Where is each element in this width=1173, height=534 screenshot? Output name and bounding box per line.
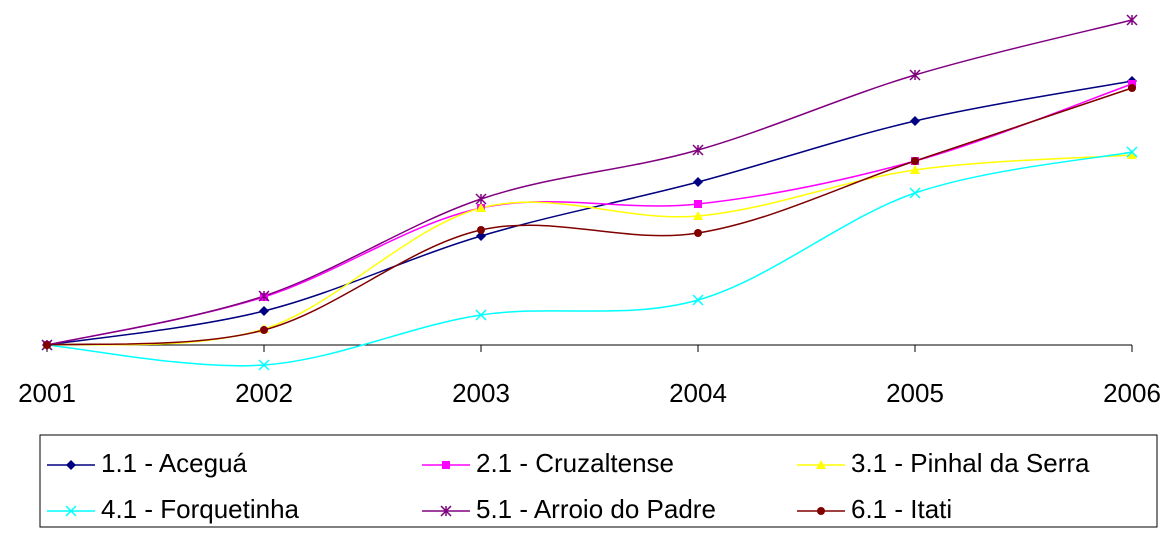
series-line [46,83,1133,346]
x-tick-label: 2005 [886,378,944,408]
marker [260,326,268,334]
legend-box [39,434,1158,528]
marker [476,231,486,241]
marker [1126,14,1138,26]
marker [259,306,269,316]
marker [440,505,452,517]
series-line [46,19,1133,346]
marker [442,461,450,469]
marker [1128,84,1136,92]
legend-label: 3.1 - Pinhal da Serra [851,448,1090,478]
legend-label: 6.1 - Itati [851,494,952,524]
marker [694,229,702,237]
series-line [46,154,1133,346]
x-tick-label: 2002 [235,378,293,408]
series-line [46,151,1133,367]
marker [694,200,702,208]
marker [909,187,921,199]
marker [1126,146,1138,158]
x-tick-label: 2006 [1103,378,1161,408]
marker [477,226,485,234]
marker [692,144,704,156]
x-tick-label: 2003 [452,378,510,408]
legend-label: 1.1 - Aceguá [101,448,248,478]
marker [475,193,487,205]
marker [911,157,919,165]
x-tick-label: 2004 [669,378,727,408]
marker [476,203,486,212]
marker [258,359,270,371]
legend-label: 2.1 - Cruzaltense [476,448,674,478]
marker [909,69,921,81]
marker [693,211,703,220]
legend-label: 5.1 - Arroio do Padre [476,494,716,524]
marker [43,341,51,349]
marker [1127,150,1137,159]
marker [65,505,77,517]
marker [258,290,270,302]
marker [910,116,920,126]
series-line [46,87,1133,346]
x-tick-label: 2001 [18,378,76,408]
marker [910,165,920,174]
marker [817,507,825,515]
marker [693,177,703,187]
series-line [46,80,1133,346]
marker [692,294,704,306]
marker [475,309,487,321]
marker [66,460,76,470]
legend-label: 4.1 - Forquetinha [101,494,300,524]
marker [816,460,826,469]
